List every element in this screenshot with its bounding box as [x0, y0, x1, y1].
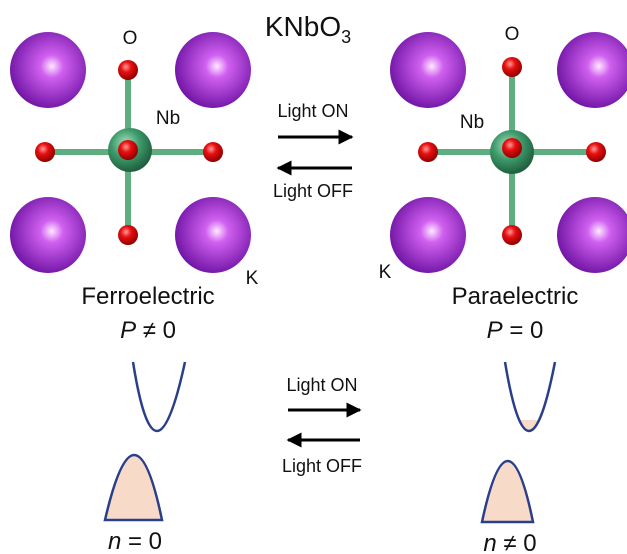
phase-label: Ferroelectric [81, 283, 214, 310]
band-diagram [103, 361, 557, 524]
title: KNbO3 [265, 11, 351, 47]
ferroelectric-structure [10, 32, 251, 273]
arrow-label: Light OFF [273, 181, 353, 201]
arrow-label: Light ON [277, 101, 348, 121]
polarization: P = 0 [487, 317, 544, 344]
atom-label: O [505, 24, 520, 45]
atom-label: K [379, 262, 392, 283]
atom-label: K [246, 268, 259, 289]
phase-label: Paraelectric [452, 283, 579, 310]
paraelectric-structure [390, 32, 627, 273]
atom-label: Nb [156, 108, 180, 129]
polarization: P ≠ 0 [120, 317, 176, 344]
carrier-density: n = 0 [108, 528, 162, 554]
atom-label: Nb [460, 112, 484, 133]
atom-label: O [123, 28, 138, 49]
carrier-density: n ≠ 0 [483, 530, 536, 554]
arrow-label: Light OFF [282, 456, 362, 476]
arrow-label: Light ON [286, 375, 357, 395]
